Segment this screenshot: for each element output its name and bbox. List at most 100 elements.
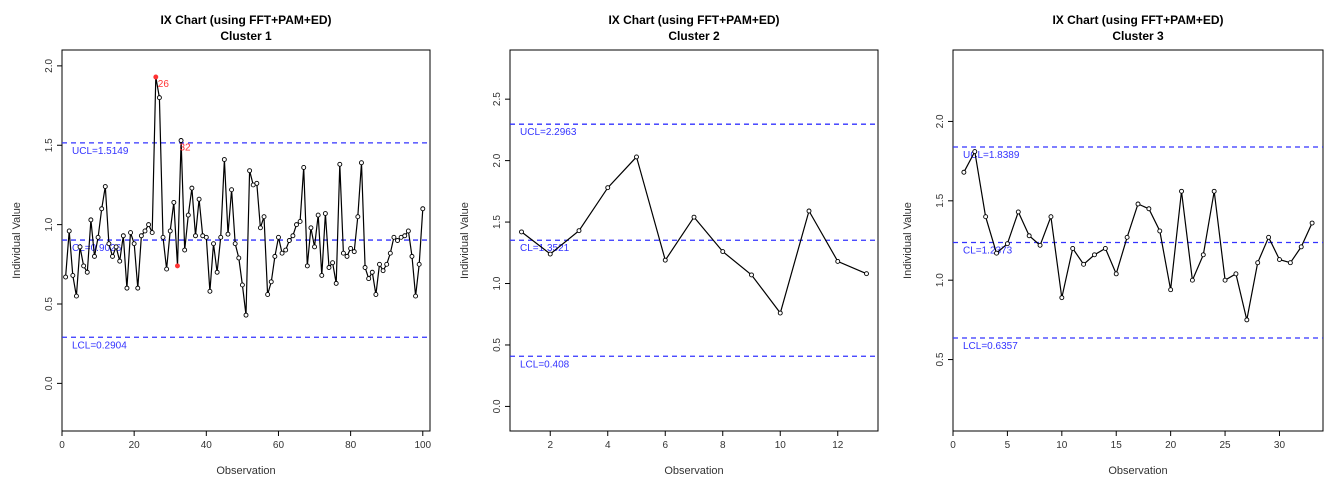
- data-point: [337, 161, 343, 167]
- data-point: [308, 225, 314, 231]
- chart-title: IX Chart (using FFT+PAM+ED): [160, 13, 331, 27]
- data-point: [1179, 188, 1184, 194]
- data-point: [189, 185, 195, 191]
- data-point: [290, 233, 296, 239]
- data-point: [691, 214, 697, 220]
- data-point: [369, 269, 375, 275]
- data-point: [340, 250, 346, 256]
- data-point: [66, 228, 72, 234]
- data-point: [319, 272, 325, 278]
- data-point: [182, 247, 188, 253]
- data-point: [276, 234, 281, 240]
- data-point: [326, 265, 332, 270]
- data-point: [413, 293, 419, 299]
- out-of-control-label: 32: [179, 142, 191, 153]
- data-point: [1211, 188, 1217, 194]
- x-tick-label: 12: [832, 440, 844, 451]
- y-axis-label: Individual Value: [11, 202, 23, 279]
- x-tick-label: 10: [775, 440, 787, 451]
- data-point: [77, 244, 83, 250]
- data-point: [576, 228, 582, 234]
- data-point: [236, 255, 242, 261]
- x-tick-label: 20: [1165, 440, 1177, 451]
- data-point: [366, 276, 372, 282]
- data-point: [81, 263, 87, 269]
- data-point: [138, 233, 144, 239]
- data-point: [1070, 245, 1076, 251]
- y-tick-label: 1.5: [492, 215, 503, 229]
- data-point: [1277, 257, 1282, 262]
- data-point: [113, 244, 119, 250]
- data-point: [351, 249, 357, 255]
- data-point: [193, 233, 198, 239]
- data-point: [1287, 260, 1293, 266]
- x-tick-label: 15: [1111, 440, 1123, 451]
- data-point: [156, 95, 162, 101]
- data-point: [185, 212, 191, 218]
- data-point: [261, 214, 267, 220]
- chart-title: IX Chart (using FFT+PAM+ED): [608, 13, 779, 27]
- data-point: [634, 154, 639, 160]
- x-tick-label: 100: [414, 440, 431, 451]
- y-axis-label: Individual Value: [902, 202, 914, 279]
- data-point: [254, 180, 260, 186]
- x-tick-label: 30: [1274, 440, 1286, 451]
- cl-label: CL=0.9026: [72, 243, 122, 254]
- y-tick-label: 1.0: [492, 276, 503, 290]
- data-point: [84, 269, 90, 275]
- data-point: [1200, 252, 1206, 258]
- data-point: [268, 279, 274, 285]
- series-line: [963, 149, 1313, 321]
- lcl-label: LCL=0.408: [520, 359, 570, 370]
- data-point: [171, 199, 177, 205]
- data-point: [279, 250, 285, 256]
- lcl-label: LCL=0.2904: [72, 340, 127, 351]
- data-point: [149, 230, 155, 236]
- data-point: [257, 225, 263, 231]
- chart-panel-3: IX Chart (using FFT+PAM+ED) Cluster 3 0 5 10…: [902, 13, 1324, 477]
- data-point: [229, 187, 235, 193]
- data-point: [402, 233, 408, 239]
- data-point: [1037, 242, 1043, 248]
- data-point: [409, 253, 415, 259]
- data-point: [1233, 271, 1239, 277]
- data-point: [1298, 244, 1304, 250]
- data-point: [864, 271, 869, 277]
- data-point: [214, 269, 220, 275]
- x-tick-label: 40: [201, 440, 213, 451]
- data-point: [355, 214, 361, 220]
- data-point: [359, 160, 364, 166]
- data-point: [304, 263, 310, 269]
- data-point: [243, 312, 249, 318]
- data-point: [167, 228, 173, 234]
- plot-frame: [952, 49, 1324, 432]
- y-axis-label: Individual Value: [459, 202, 471, 279]
- x-tick-label: 80: [345, 440, 357, 451]
- data-point: [1255, 260, 1261, 266]
- x-tick-label: 0: [950, 440, 956, 451]
- data-point: [380, 268, 386, 274]
- data-point: [99, 206, 105, 212]
- lcl-label: LCL=0.6357: [963, 341, 1018, 352]
- x-tick-label: 10: [1056, 440, 1068, 451]
- data-point: [373, 292, 379, 297]
- data-point: [95, 234, 101, 240]
- y-tick-label: 0.0: [492, 399, 503, 413]
- x-axis-label: Observation: [664, 465, 723, 477]
- data-point: [384, 261, 390, 267]
- x-axis-label: Observation: [1108, 465, 1167, 477]
- x-tick-label: 5: [1005, 440, 1011, 451]
- data-point: [1189, 277, 1195, 283]
- y-tick-label: 1.0: [44, 217, 55, 231]
- data-point: [142, 228, 148, 234]
- data-point: [131, 241, 137, 247]
- data-point: [1048, 214, 1054, 220]
- data-point: [1124, 234, 1130, 240]
- y-tick-label: 0.5: [492, 338, 503, 352]
- data-point: [806, 208, 812, 214]
- chart-title: IX Chart (using FFT+PAM+ED): [1052, 13, 1223, 27]
- data-point: [395, 238, 400, 243]
- data-point: [124, 285, 130, 291]
- x-tick-label: 20: [129, 440, 141, 451]
- x-tick-label: 25: [1219, 440, 1231, 451]
